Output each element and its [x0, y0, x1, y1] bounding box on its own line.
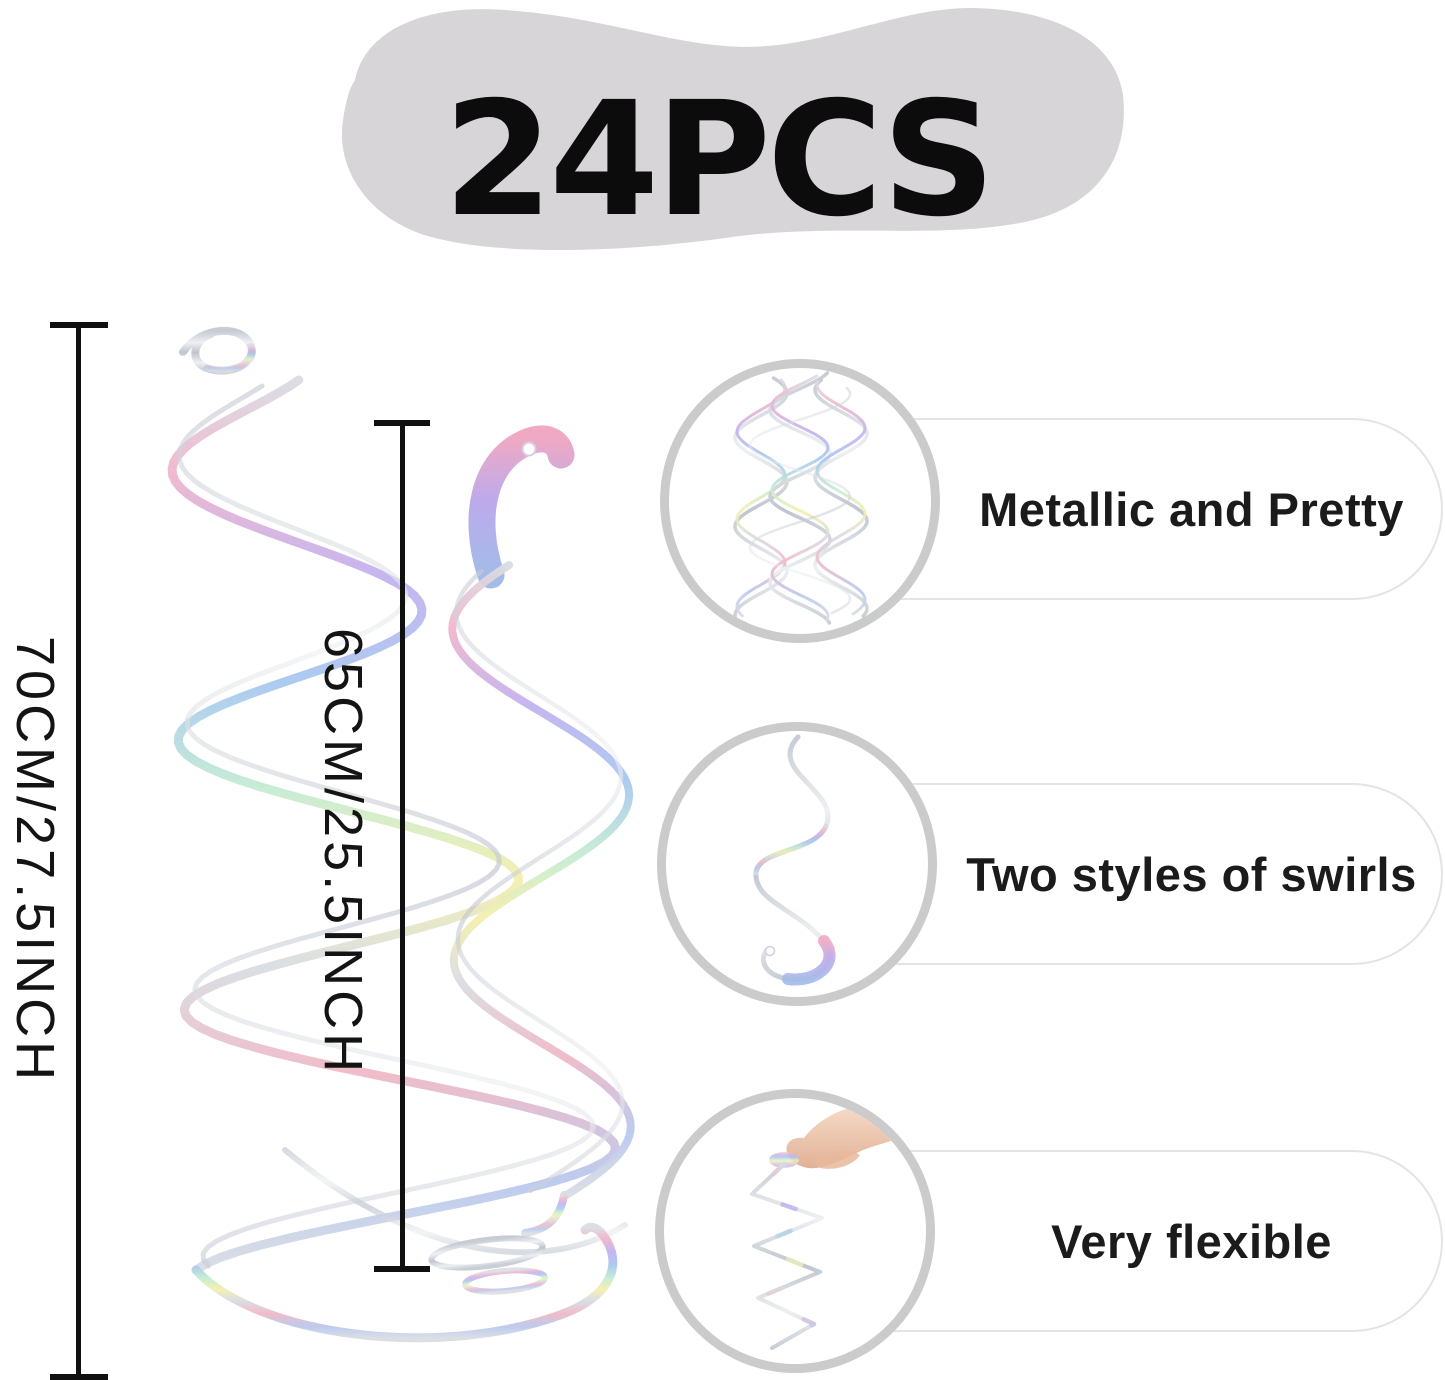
swirl2-bottom-coil-1: [428, 1235, 546, 1271]
holographic-swirl-cluster-photo: [733, 371, 869, 625]
feature-label: Metallic and Pretty: [979, 482, 1404, 536]
single-s-swirl-photo: [753, 734, 836, 986]
swirl2-bottom-curve: [521, 1191, 568, 1237]
feature-circle-flexible: [655, 1089, 935, 1373]
measure-label-65cm: 65CM/25.5INCH: [313, 628, 373, 1077]
feature-label: Two styles of swirls: [966, 847, 1417, 901]
swirl-photo-scurve-style: [428, 425, 635, 1295]
feature-circle-two-styles: [657, 722, 937, 1006]
swirl2-head: [468, 425, 575, 589]
swirl-pinched-top: [769, 1152, 799, 1168]
blob-shape: [341, 7, 1124, 251]
swirl-ribbon-back: [176, 383, 596, 1269]
feature-label: Very flexible: [1051, 1214, 1332, 1268]
swirl-bottom-hook: [191, 1222, 618, 1343]
swirl2-hanging-hole: [521, 441, 537, 457]
hand-shape: [786, 1104, 907, 1169]
hand-finger: [812, 1150, 860, 1169]
swirl2-bottom-coil-2: [462, 1267, 548, 1295]
measure-cap-bottom: [50, 1374, 108, 1380]
measure-cap-bottom: [374, 1266, 430, 1272]
swirl-top-coil-holo: [204, 343, 255, 374]
feature-circle-metallic: [660, 359, 940, 643]
swirl-hole: [764, 945, 776, 957]
measure-bar: [76, 322, 81, 1380]
measure-line-70cm: [50, 322, 108, 1380]
swirl2-ribbon-back: [454, 568, 625, 1194]
measure-line-65cm: [374, 420, 430, 1272]
measure-label-70cm: 70CM/27.5INCH: [5, 636, 65, 1085]
swirl2-ribbon-front: [448, 561, 635, 1199]
zigzag-swirl-holo: [749, 1161, 825, 1351]
hand-holding-swirl-photo: [749, 1104, 907, 1351]
count-badge-blob: [341, 7, 1124, 251]
measure-bar: [400, 420, 405, 1272]
